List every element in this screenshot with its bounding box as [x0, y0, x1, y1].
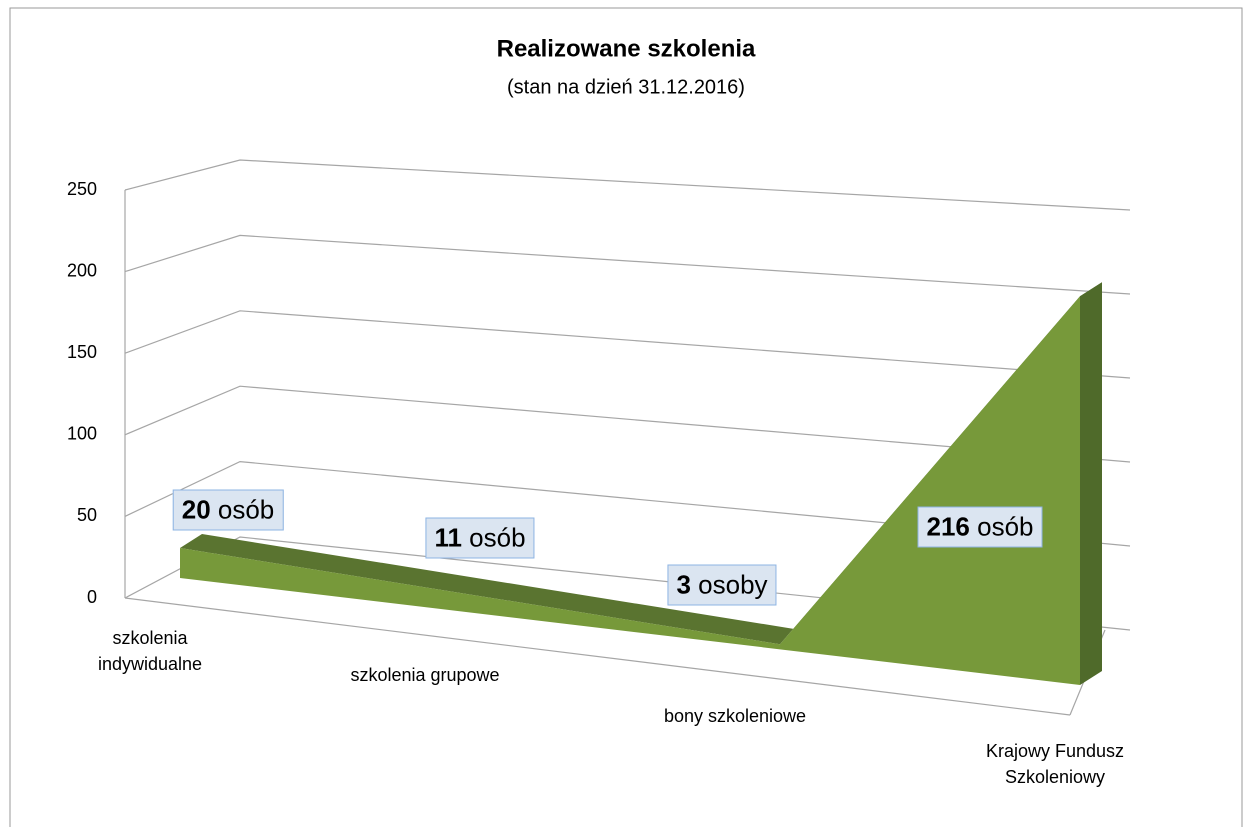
x-tick-label: szkolenia indywidualne: [97, 628, 203, 674]
y-tick-label: 100: [67, 424, 97, 444]
grid-line: [124, 385, 1131, 463]
data-label: 3 osoby: [667, 564, 777, 606]
y-tick-label: 200: [67, 260, 97, 280]
chart-title: Realizowane szkolenia: [497, 35, 756, 62]
y-tick-label: 0: [87, 587, 97, 607]
area: [180, 296, 1080, 685]
y-tick-label: 50: [77, 505, 97, 525]
y-tick-label: 250: [67, 179, 97, 199]
grid-line: [124, 460, 1131, 547]
chart-subtitle: (stan na dzień 31.12.2016): [507, 76, 745, 98]
x-tick-label: Krajowy Fundusz Szkoleniowy: [985, 741, 1125, 787]
x-tick-label: szkolenia grupowe: [350, 665, 500, 685]
chart-border: [9, 7, 1243, 827]
x-tick-label: bony szkoleniowe: [663, 706, 807, 726]
grid-line: [124, 159, 1131, 211]
data-label: 11 osób: [425, 517, 535, 559]
data-label: 20 osób: [172, 489, 284, 531]
data-label: 216 osób: [917, 506, 1043, 548]
grid-line: [124, 234, 1131, 295]
axis-line: [124, 597, 1071, 716]
grid-line: [124, 310, 1131, 379]
area-side: [1080, 282, 1102, 685]
y-tick-label: 150: [67, 342, 97, 362]
